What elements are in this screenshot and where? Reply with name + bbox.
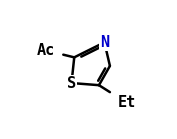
Text: Et: Et: [117, 95, 136, 110]
Text: N: N: [100, 35, 109, 50]
Text: S: S: [67, 75, 76, 90]
Text: Ac: Ac: [36, 43, 55, 58]
